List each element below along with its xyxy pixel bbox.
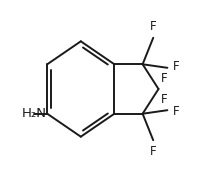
Text: F: F (173, 60, 180, 73)
Text: H₂N: H₂N (22, 107, 47, 120)
Text: F: F (150, 145, 156, 158)
Text: F: F (161, 93, 167, 106)
Text: F: F (161, 72, 167, 85)
Text: F: F (150, 20, 156, 33)
Text: F: F (173, 105, 180, 118)
